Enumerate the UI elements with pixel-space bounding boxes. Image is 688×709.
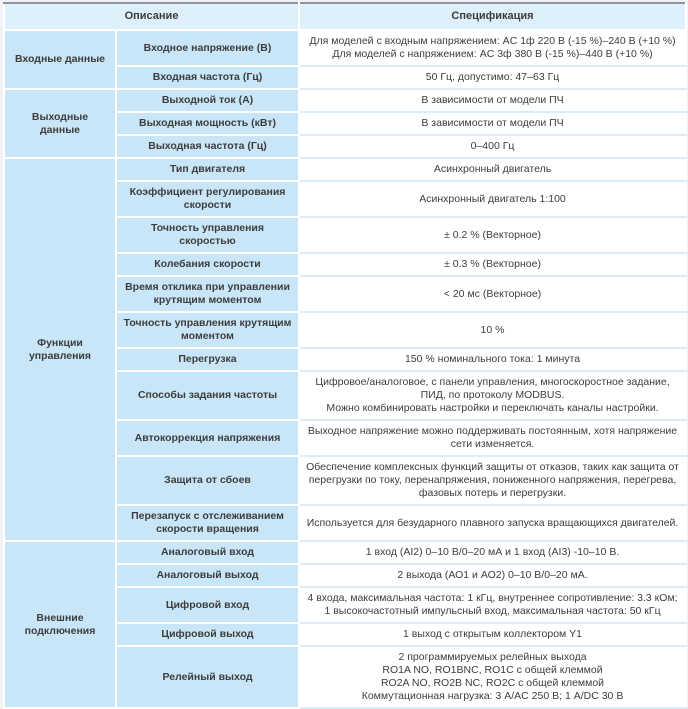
category-cell: Функции управления — [3, 157, 117, 542]
parameter-cell: Входное напряжение (В) — [114, 29, 301, 67]
parameter-cell: Автокоррекция напряжения — [114, 419, 301, 457]
table-row: Функции управления Тип двигателя Асинхронн… — [3, 157, 688, 542]
spec-cell: Цифровое/аналоговое, с панели управления… — [298, 370, 688, 421]
parameter-cell: Коэффициент регулирования скорости — [114, 180, 301, 218]
spec-cell: В зависимости от модели ПЧ — [298, 111, 688, 136]
parameter-cell: Выходная частота (Гц) — [114, 134, 301, 159]
parameter-cell: Цифровой выход — [114, 622, 301, 647]
table-row: Коэффициент регулирования скорости Асинхр… — [4, 180, 688, 218]
parameter-cell: Аналоговый вход — [114, 540, 301, 565]
table-row: Время отклика при управлении крутящим мо… — [4, 275, 688, 313]
parameter-cell: Цифровой вход — [114, 586, 301, 624]
parameter-cell: Выходная мощность (кВт) — [114, 111, 301, 136]
spec-cell: Асинхронный двигатель 1:100 — [298, 180, 688, 218]
spec-cell: В зависимости от модели ПЧ — [298, 88, 688, 113]
header-row: Описание Спецификация — [2, 2, 688, 31]
category-cell: Внешние подключения — [3, 540, 117, 709]
table-row: Выходная частота (Гц) 0–400 Гц — [4, 134, 688, 159]
parameter-cell: Перегрузка — [114, 347, 301, 372]
spec-cell: 10 % — [298, 311, 688, 349]
table-row: Перезапуск с отслеживанием скорости вращ… — [4, 504, 688, 542]
spec-cell: 0–400 Гц — [298, 134, 688, 159]
spec-cell: 1 вход (AI2) 0–10 В/0–20 мА и 1 вход (AI… — [298, 540, 688, 565]
header-description: Описание — [2, 2, 301, 31]
spec-cell: ± 0.3 % (Векторное) — [298, 252, 688, 277]
spec-cell: Асинхронный двигатель — [298, 157, 688, 182]
spec-cell: 2 программируемых релейных выхода RO1A N… — [298, 645, 688, 709]
table-row: Цифровой выход 1 выход с открытым коллект… — [4, 622, 688, 647]
spec-cell: Обеспечение комплексных функций защиты о… — [298, 455, 688, 506]
spec-cell: Выходное напряжение можно поддерживать п… — [298, 419, 688, 457]
table-row: Точность управления крутящим моментом 10 … — [4, 311, 688, 349]
table-row: Входная частота (Гц) 50 Гц, допустимо: 47… — [4, 65, 688, 90]
table-row: Перегрузка 150 % номинального тока: 1 мин… — [4, 347, 688, 372]
parameter-cell: Перезапуск с отслеживанием скорости вращ… — [114, 504, 301, 542]
category-cell: Входные данные — [3, 29, 117, 90]
spec-cell: < 20 мс (Векторное) — [298, 275, 688, 313]
spec-cell: Для моделей с входным напряжением: AC 1ф… — [298, 29, 688, 67]
parameter-cell: Тип двигателя — [114, 157, 301, 182]
parameter-cell: Аналоговый выход — [114, 563, 301, 588]
parameter-cell: Точность управления крутящим моментом — [114, 311, 301, 349]
table-row: Внешние подключения Аналоговый вход 1 вход… — [3, 540, 688, 709]
parameter-cell: Релейный выход — [114, 645, 301, 709]
spec-cell: 1 выход с открытым коллектором Y1 — [298, 622, 688, 647]
parameter-cell: Выходной ток (А) — [114, 88, 301, 113]
header-specification: Спецификация — [298, 2, 688, 31]
table-row: Цифровой вход 4 входа, максимальная часто… — [4, 586, 688, 624]
parameter-cell: Входная частота (Гц) — [114, 65, 301, 90]
parameter-cell: Точность управления скоростью — [114, 216, 301, 254]
parameter-cell: Способы задания частоты — [114, 370, 301, 421]
category-cell: Выходные данные — [3, 88, 117, 159]
table-row: Защита от сбоев Обеспечение комплексных ф… — [4, 455, 688, 506]
table-row: Выходные данные Выходной ток (А) В зависим… — [3, 88, 688, 159]
spec-cell: 4 входа, максимальная частота: 1 кГц, вн… — [298, 586, 688, 624]
table-row: Аналоговый выход 2 выхода (АО1 и АО2) 0–1… — [4, 563, 688, 588]
spec-cell: ± 0.2 % (Векторное) — [298, 216, 688, 254]
spec-cell: 50 Гц, допустимо: 47–63 Гц — [298, 65, 688, 90]
table-row: Входные данные Входное напряжение (В) Для … — [3, 29, 688, 90]
spec-table-body: Входные данные Входное напряжение (В) Для … — [3, 29, 688, 709]
table-row: Способы задания частоты Цифровое/аналогов… — [4, 370, 688, 421]
spec-cell: Используется для безударного плавного за… — [298, 504, 688, 542]
spec-cell: 2 выхода (АО1 и АО2) 0–10 В/0–20 мА. — [298, 563, 688, 588]
table-row: Автокоррекция напряжения Выходное напряже… — [4, 419, 688, 457]
table-row: Колебания скорости ± 0.3 % (Векторное) — [4, 252, 688, 277]
parameter-cell: Колебания скорости — [114, 252, 301, 277]
parameter-cell: Защита от сбоев — [114, 455, 301, 506]
table-row: Точность управления скоростью ± 0.2 % (Ве… — [4, 216, 688, 254]
spec-cell: 150 % номинального тока: 1 минута — [298, 347, 688, 372]
table-row: Выходная мощность (кВт) В зависимости от … — [4, 111, 688, 136]
parameter-cell: Время отклика при управлении крутящим мо… — [114, 275, 301, 313]
